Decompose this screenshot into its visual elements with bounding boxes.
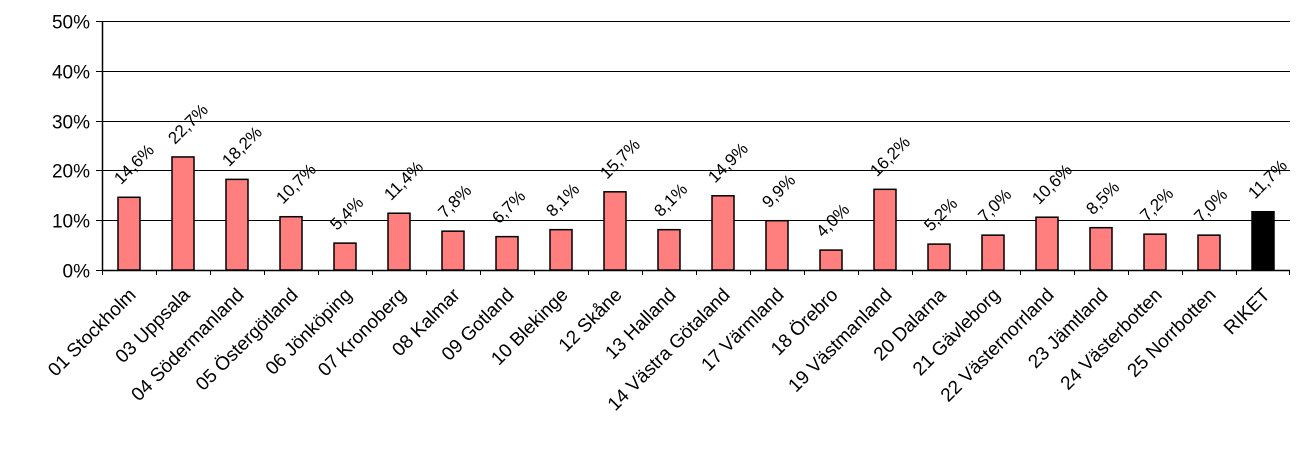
data-label: 10,7% (272, 160, 320, 208)
data-label: 7,8% (434, 181, 475, 222)
bar (279, 215, 303, 271)
data-label: 11,4% (380, 157, 427, 204)
bar (549, 228, 573, 271)
bar (1197, 234, 1221, 271)
bar (711, 195, 735, 271)
data-label: 6,7% (488, 187, 529, 228)
y-tick-label: 30% (52, 113, 90, 134)
y-axis-ticks: 0% 10% 20% 30% 40% 50% (52, 13, 102, 283)
bar (495, 235, 519, 271)
axes (101, 21, 1290, 275)
bar (873, 188, 897, 271)
bar (1035, 216, 1059, 271)
x-tick-label: RIKET (1220, 284, 1275, 339)
data-label: 8,5% (1082, 178, 1123, 219)
data-label: 8,1% (542, 180, 583, 221)
data-label: 7,0% (1190, 185, 1231, 226)
bar (387, 212, 411, 271)
bar (603, 191, 627, 271)
data-label: 14,9% (704, 139, 752, 187)
data-label: 7,0% (974, 185, 1015, 226)
data-label: 18,2% (218, 123, 266, 171)
data-label: 16,2% (866, 133, 914, 181)
y-tick-label: 20% (52, 162, 90, 183)
data-label: 7,2% (1136, 184, 1177, 225)
y-tick-label: 10% (52, 212, 90, 233)
bar (333, 242, 357, 271)
data-label: 8,1% (650, 180, 691, 221)
y-tick-label: 40% (52, 63, 90, 84)
bar (117, 196, 141, 271)
bar (1143, 233, 1167, 271)
bar (927, 243, 951, 271)
data-label: 22,7% (164, 100, 212, 148)
gridlines (102, 21, 1290, 221)
data-label: 11,7% (1244, 156, 1291, 203)
y-tick-label: 0% (63, 262, 91, 283)
data-label: 10,6% (1028, 161, 1076, 209)
data-label: 14,6% (110, 141, 158, 189)
bar (981, 234, 1005, 271)
bar (657, 228, 681, 271)
bar (225, 178, 249, 271)
bar (441, 230, 465, 271)
bar (1089, 226, 1113, 271)
y-tick-label: 50% (52, 13, 90, 34)
bar (1251, 210, 1275, 271)
data-label: 5,4% (326, 193, 367, 234)
bar (819, 249, 843, 271)
bar (171, 156, 195, 271)
data-label: 9,9% (758, 171, 799, 212)
bar (765, 219, 789, 271)
data-label: 15,7% (596, 135, 644, 183)
data-label: 5,2% (920, 194, 961, 235)
